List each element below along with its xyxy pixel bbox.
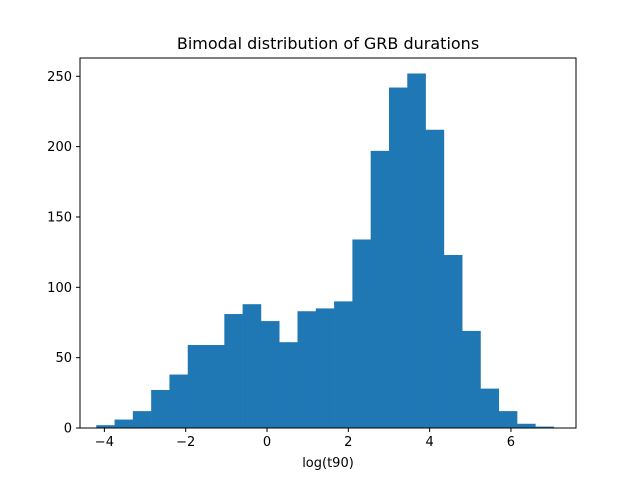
histogram-bar <box>425 129 445 428</box>
axes-frame <box>79 57 577 429</box>
y-tick-label: 250 <box>47 70 72 85</box>
histogram-bar <box>297 311 317 428</box>
y-tick-label: 0 <box>64 422 72 437</box>
x-axis-ticks: −4 −2 0 2 4 6 <box>95 428 515 450</box>
histogram-bar <box>151 390 170 428</box>
y-tick-label: 100 <box>47 281 72 296</box>
histogram-bar <box>315 308 335 428</box>
histogram-bar <box>114 419 134 428</box>
x-tick-label: 2 <box>344 435 352 450</box>
histogram-bar <box>187 344 207 428</box>
x-axis-label: log(t90) <box>302 456 354 471</box>
histogram-bar <box>206 344 225 428</box>
histogram-bar <box>334 301 353 428</box>
x-tick-label: 4 <box>425 435 433 450</box>
x-tick-label: 0 <box>263 435 271 450</box>
histogram-bar <box>388 87 408 428</box>
histogram-bar <box>169 374 189 428</box>
histogram-bar <box>352 239 371 428</box>
histogram-bar <box>370 150 390 428</box>
histogram-bar <box>480 388 500 428</box>
x-tick-label: 6 <box>507 435 515 450</box>
chart-title: Bimodal distribution of GRB durations <box>177 34 479 53</box>
histogram-bar <box>260 321 280 428</box>
y-axis-ticks: 0 50 100 150 200 250 <box>47 70 80 437</box>
histogram-bar <box>517 423 536 428</box>
histogram-bar <box>535 426 554 428</box>
histogram-bar <box>224 314 243 428</box>
histogram-bar <box>498 411 518 428</box>
x-tick-label: −2 <box>176 435 195 450</box>
histogram-bar <box>407 73 426 429</box>
y-tick-label: 200 <box>47 140 72 155</box>
histogram-bar <box>96 425 115 428</box>
histogram-bars <box>96 73 554 429</box>
histogram-bar <box>443 254 463 428</box>
histogram-bar <box>462 330 481 428</box>
y-tick-label: 50 <box>55 351 72 366</box>
histogram-bar <box>279 342 298 428</box>
histogram-bar <box>242 304 262 428</box>
histogram-bar <box>132 411 152 428</box>
x-tick-label: −4 <box>95 435 114 450</box>
y-tick-label: 150 <box>47 210 72 225</box>
